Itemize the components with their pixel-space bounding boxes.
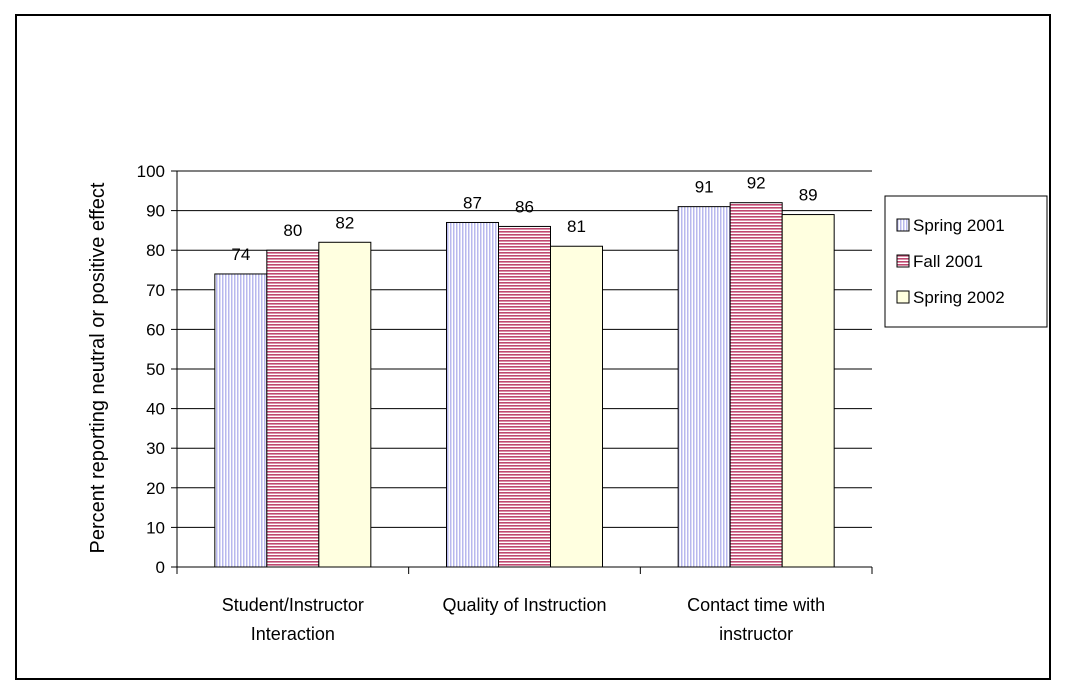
data-label: 74: [231, 245, 250, 264]
y-tick-label: 0: [156, 558, 165, 577]
bar: [318, 241, 372, 568]
x-category-label: Student/Instructor: [222, 595, 364, 615]
legend: Spring 2001 Fall 2001 Spring 2002: [884, 195, 1048, 328]
y-tick-label: 50: [146, 360, 165, 379]
y-axis-title: Percent reporting neutral or positive ef…: [87, 182, 109, 553]
y-tick-label: 70: [146, 281, 165, 300]
data-label: 82: [335, 213, 354, 232]
bars: [214, 202, 835, 568]
legend-label: Fall 2001: [913, 252, 983, 271]
legend-label: Spring 2001: [913, 216, 1005, 235]
data-label: 91: [695, 178, 714, 197]
y-tick-label: 20: [146, 479, 165, 498]
data-label: 87: [463, 193, 482, 212]
bar: [781, 214, 835, 568]
legend-box: [884, 195, 1048, 328]
data-label: 86: [515, 197, 534, 216]
bar: [729, 202, 783, 568]
y-tick-label: 60: [146, 320, 165, 339]
data-label: 81: [567, 217, 586, 236]
legend-swatch: [896, 290, 910, 304]
bar: [498, 225, 551, 568]
y-tick-label: 10: [146, 518, 165, 537]
labels: 0 10 20 30 40 50 60 70 80 90 100 74 80 82 Student/Inst…: [87, 162, 825, 644]
x-category-label: instructor: [719, 624, 793, 644]
x-category-label: Quality of Instruction: [442, 595, 606, 615]
y-tick-label: 80: [146, 241, 165, 260]
bar: [214, 273, 268, 568]
data-label: 80: [283, 221, 302, 240]
data-label: 89: [799, 186, 818, 205]
legend-label: Spring 2002: [913, 288, 1005, 307]
legend-swatch: [896, 254, 910, 268]
y-tick-label: 40: [146, 400, 165, 419]
bar: [550, 245, 603, 568]
bar: [677, 206, 731, 568]
legend-swatch: [896, 218, 910, 232]
y-tick-label: 100: [137, 162, 165, 181]
bar: [446, 221, 499, 568]
y-tick-label: 30: [146, 439, 165, 458]
bar: [266, 249, 320, 568]
y-tick-label: 90: [146, 202, 165, 221]
axes: [171, 170, 873, 574]
data-label: 92: [747, 174, 766, 193]
x-category-label: Contact time with: [687, 595, 825, 615]
x-category-label: Interaction: [251, 624, 335, 644]
